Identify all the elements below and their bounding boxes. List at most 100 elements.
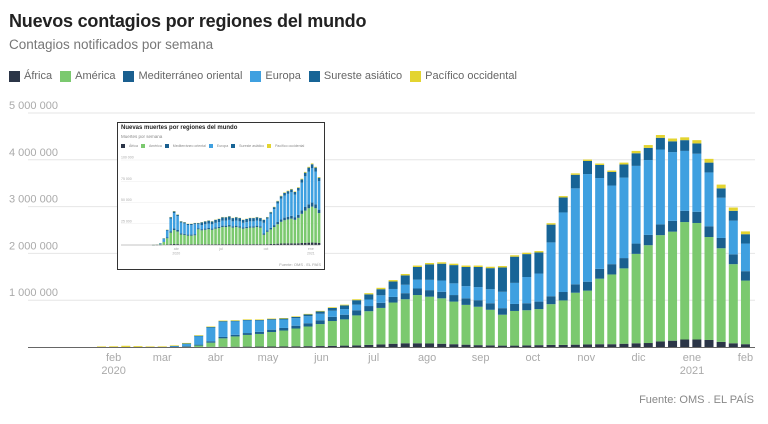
y-tick-label: 5 000 000 (9, 100, 58, 112)
bar-europa (412, 279, 422, 289)
inset-bar-segment (207, 223, 210, 228)
bar-africa (631, 343, 641, 347)
inset-bar-segment (176, 231, 179, 245)
bar-america (412, 295, 422, 344)
inset-bar-segment (255, 225, 259, 228)
bar-sureste-asiatico (400, 275, 410, 285)
bar-stack (595, 163, 605, 347)
inset-bar-segment (207, 229, 210, 245)
inset-bar-segment (176, 216, 179, 231)
inset-bar-segment (300, 178, 304, 180)
inset-bar-segment (262, 244, 266, 245)
inset-bar-segment (314, 242, 317, 245)
inset-bar-segment (269, 213, 273, 228)
bar-europa (655, 149, 665, 225)
inset-bar-stack (228, 216, 231, 245)
inset-bar-segment (203, 221, 207, 225)
bar-pacifico-occidental (206, 326, 216, 328)
bar-stack (97, 346, 106, 348)
bar-sureste-asiatico (254, 319, 264, 321)
inset-bar-segment (203, 229, 207, 245)
x-tick-label: dic (631, 352, 646, 364)
inset-legend-swatch (164, 144, 169, 148)
bar-sureste-asiatico (595, 164, 605, 179)
bar-europa (169, 345, 179, 347)
inset-legend-item-europa: Europa (208, 144, 228, 148)
inset-bar-segment (310, 206, 314, 243)
bar-africa (655, 341, 665, 347)
inset-bar-segment (183, 222, 186, 224)
bar-europa (340, 309, 349, 315)
inset-bar-stack (303, 171, 307, 245)
inset-subtitle: Muertes por semana (121, 134, 163, 139)
bar-america (230, 336, 240, 347)
x-tick-label: mar (153, 352, 172, 364)
bar-stack (668, 138, 678, 347)
inset-bar-segment (314, 166, 317, 168)
bar-africa (607, 344, 617, 347)
inset-bar-segment (290, 243, 293, 245)
bar-mediterraneo-oriental (267, 329, 277, 333)
bar-mediterraneo-oriental (303, 323, 313, 327)
legend-item-europa: Europa (250, 70, 301, 82)
inset-bar-segment (172, 230, 176, 244)
bar-pacifico-occidental (728, 207, 738, 211)
inset-bar-stack (165, 229, 169, 245)
inset-bar-segment (193, 224, 197, 235)
inset-bar-stack (307, 166, 310, 245)
bar-america (583, 290, 592, 345)
inset-bar-segment (234, 227, 238, 245)
inset-bar-segment (200, 229, 204, 231)
inset-y-tick-label: 100 000 (121, 156, 134, 160)
inset-bar-segment (179, 234, 183, 245)
legend-swatch (9, 70, 20, 82)
legend-swatch (123, 70, 135, 82)
bar-stack (522, 252, 532, 347)
bar-sureste-asiatico (376, 289, 386, 296)
inset-bar-stack (169, 216, 172, 245)
inset-bar-segment (183, 244, 186, 245)
bar-america (206, 342, 216, 347)
bar-stack (716, 184, 726, 347)
bar-europa (352, 304, 362, 311)
inset-bar-stack (314, 166, 317, 245)
inset-bar-segment (279, 243, 283, 245)
inset-bar-segment (159, 244, 162, 245)
bar-stack (327, 307, 337, 347)
bar-stack (704, 158, 714, 347)
inset-legend-item-pacifico-occidental: Pacífico occidental (267, 144, 304, 148)
legend-label: África (24, 70, 53, 82)
inset-bar-segment (283, 192, 286, 196)
inset-bar-segment (214, 222, 217, 228)
legend-swatch (308, 70, 320, 82)
x-tick-label: oct (525, 352, 540, 364)
inset-bar-segment (241, 228, 245, 245)
bar-pacifico-occidental (607, 170, 617, 172)
bar-pacifico-occidental (242, 319, 252, 320)
inset-bar-segment (176, 230, 179, 232)
bar-africa (425, 343, 435, 347)
bar-stack (218, 320, 228, 348)
bar-america (692, 222, 702, 340)
inset-bar-segment (276, 224, 279, 244)
inset-bar-segment (276, 222, 279, 225)
inset-bar-segment (303, 171, 307, 173)
bar-pacifico-occidental (267, 318, 277, 320)
bar-pacifico-occidental (704, 158, 714, 163)
bar-pacifico-occidental (109, 346, 119, 347)
inset-bar-segment (307, 208, 310, 243)
bar-sureste-asiatico (740, 234, 750, 244)
bar-europa (364, 299, 374, 307)
bar-africa (473, 345, 483, 347)
inset-bar-segment (217, 244, 221, 245)
bar-pacifico-occidental (364, 293, 374, 295)
inset-bar-segment (297, 243, 300, 245)
legend-swatch (60, 70, 72, 82)
bar-america (425, 296, 435, 344)
inset-bar-segment (169, 231, 172, 233)
x-tick-label: jul (367, 352, 379, 364)
bar-america (546, 304, 556, 345)
legend-label: Sureste asiático (323, 70, 403, 82)
inset-x-tick-label: abr (174, 247, 180, 251)
inset-bar-segment (293, 191, 297, 195)
